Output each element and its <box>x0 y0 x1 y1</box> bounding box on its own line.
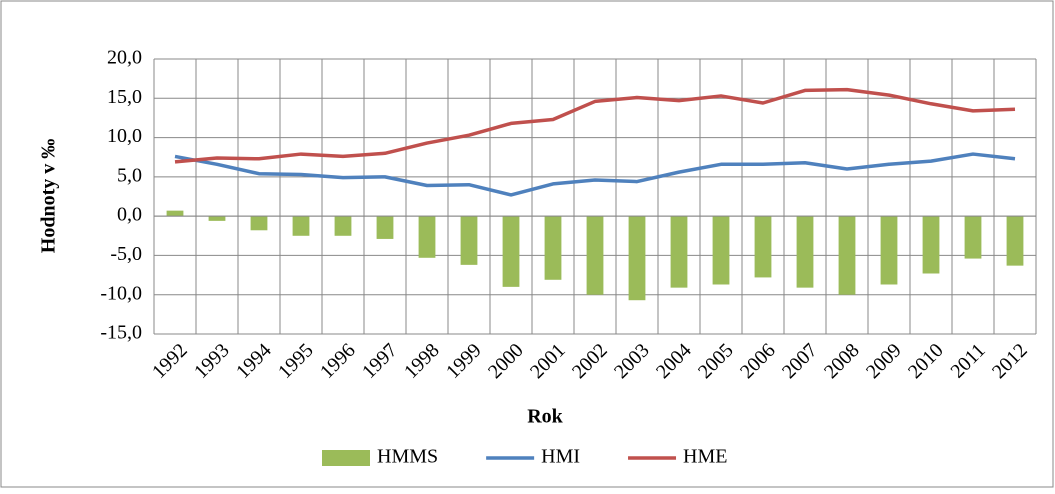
legend-label: HME <box>683 446 727 468</box>
bar <box>754 216 772 278</box>
bar <box>880 216 898 285</box>
bar <box>628 216 646 301</box>
bar <box>544 216 562 280</box>
bar <box>292 216 310 236</box>
y-tick-label: -10,0 <box>100 282 142 304</box>
bar <box>796 216 814 288</box>
y-axis-title: Hodnoty v ‰ <box>38 139 60 253</box>
y-tick-label: -5,0 <box>110 243 142 265</box>
bar <box>376 216 394 239</box>
bar <box>670 216 688 288</box>
bar <box>208 216 226 221</box>
line <box>174 87 1016 164</box>
bar <box>922 216 940 274</box>
bar <box>418 216 436 258</box>
legend-label: HMMS <box>377 446 438 468</box>
bar <box>838 216 856 295</box>
bar <box>964 216 982 259</box>
x-axis-title: Rok <box>527 406 563 428</box>
y-tick-label: 15,0 <box>107 86 142 108</box>
y-tick-label: 5,0 <box>117 164 142 186</box>
y-tick-label: 0,0 <box>117 204 142 226</box>
bar <box>502 216 520 287</box>
y-tick-label: 20,0 <box>107 47 142 69</box>
legend-label: HMI <box>541 446 580 468</box>
y-tick-label: 10,0 <box>107 125 142 147</box>
bar <box>712 216 730 285</box>
bar <box>166 210 184 217</box>
bar <box>586 216 604 295</box>
bar <box>250 216 268 231</box>
line <box>174 152 1016 197</box>
bar <box>334 216 352 236</box>
bar <box>460 216 478 265</box>
y-tick-label: -15,0 <box>100 322 142 344</box>
legend-swatch <box>322 450 370 466</box>
bar <box>1006 216 1024 266</box>
